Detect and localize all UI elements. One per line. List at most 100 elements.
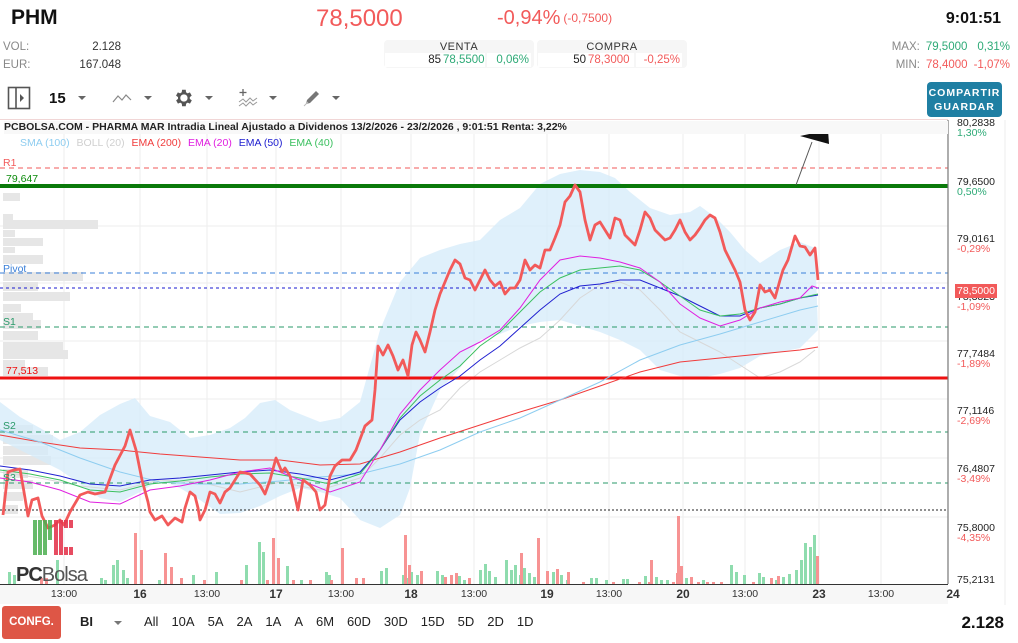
ask-title: VENTA bbox=[439, 41, 479, 53]
chevron-down-icon bbox=[332, 96, 340, 100]
x-tick: 13:00 bbox=[327, 588, 355, 600]
volume-stat: VOL: 2.128 bbox=[3, 41, 121, 53]
save-label: GUARDAR bbox=[934, 101, 995, 113]
range-type-select[interactable]: BI bbox=[80, 614, 93, 629]
x-tick: 20 bbox=[676, 587, 690, 601]
ask-price: 78,5500 bbox=[441, 53, 485, 67]
x-tick: 13:00 bbox=[460, 588, 488, 600]
toolbar-divider bbox=[0, 119, 948, 120]
watermark-bolsa: Bolsa bbox=[41, 564, 88, 586]
low-pct: -1,07% bbox=[973, 59, 1010, 71]
chart-type-dropdown[interactable] bbox=[112, 84, 152, 112]
indicators-dropdown[interactable] bbox=[238, 84, 277, 112]
chevron-down-icon bbox=[77, 96, 86, 100]
period-a[interactable]: A bbox=[294, 614, 303, 629]
current-price-tag: 78,5000 bbox=[955, 284, 997, 298]
volume-label: VOL: bbox=[3, 41, 30, 53]
s1-label: S1 bbox=[3, 316, 16, 328]
period-10a[interactable]: 10A bbox=[171, 614, 195, 629]
pcbolsa-logo bbox=[33, 520, 73, 555]
x-tick: 24 bbox=[946, 587, 960, 601]
x-tick: 16 bbox=[133, 587, 147, 601]
chevron-down-icon[interactable] bbox=[114, 621, 122, 625]
last-price: 78,5000 bbox=[316, 5, 403, 32]
legend-ema200[interactable]: EMA (200) bbox=[131, 137, 182, 149]
turnover-stat: EUR: 167.048 bbox=[3, 59, 121, 71]
line-chart-icon bbox=[112, 94, 132, 103]
chevron-down-icon bbox=[205, 96, 213, 100]
y-label-4: 77,7484 -1,89% bbox=[957, 348, 995, 370]
share-label: COMPARTIR bbox=[928, 87, 1001, 99]
ema20-line bbox=[0, 255, 819, 505]
sidebar-toggle-icon bbox=[7, 86, 31, 110]
high-pct: 0,31% bbox=[977, 41, 1010, 53]
bid-qty: 50 bbox=[538, 53, 588, 67]
low-label: MIN: bbox=[895, 59, 920, 71]
resistance-label: 79,647 bbox=[6, 173, 39, 185]
volume-readout: 2.128 bbox=[961, 613, 1004, 632]
x-tick: 13:00 bbox=[731, 588, 759, 600]
period-2a[interactable]: 2A bbox=[236, 614, 253, 629]
ema50-line bbox=[0, 279, 819, 487]
high-label: MAX: bbox=[891, 41, 920, 53]
y-label-5: 77,1146 -2,69% bbox=[957, 405, 995, 427]
period-2d[interactable]: 2D bbox=[487, 614, 504, 629]
ask-box: VENTA 85 78,5500 0,06% bbox=[384, 40, 534, 68]
watermark-pc: PC bbox=[16, 564, 43, 586]
x-tick: 13:00 bbox=[193, 588, 221, 600]
watermark-text: PCBolsa bbox=[16, 564, 88, 587]
trend-arrow-line bbox=[795, 141, 813, 186]
period-60d[interactable]: 60D bbox=[347, 614, 371, 629]
legend-ema50[interactable]: EMA (50) bbox=[238, 137, 283, 149]
ema200-line bbox=[0, 346, 819, 466]
price-change: -0,94% (-0,7500) bbox=[497, 7, 612, 30]
pencil-icon bbox=[303, 91, 319, 107]
gear-icon bbox=[176, 89, 192, 107]
day-low: MIN: 78,4000 -1,07% bbox=[890, 59, 1010, 71]
chevron-down-icon bbox=[269, 96, 277, 100]
period-selector: All 10A 5A 2A 1A A 6M 60D 30D 15D 5D 2D … bbox=[144, 614, 547, 629]
chevron-down-icon bbox=[144, 96, 152, 100]
indicator-legend: SMA (100) BOLL (20) EMA (200) EMA (20) E… bbox=[20, 137, 337, 149]
period-1d[interactable]: 1D bbox=[516, 614, 534, 629]
period-6m[interactable]: 6M bbox=[315, 614, 335, 629]
period-15d[interactable]: 15D bbox=[420, 614, 445, 629]
y-label-0: 80,2838 1,30% bbox=[957, 117, 995, 139]
x-tick: 13:00 bbox=[867, 588, 895, 600]
s2-label: S2 bbox=[3, 420, 16, 432]
config-button[interactable]: CONFG. bbox=[2, 606, 61, 639]
price-chart[interactable]: PCBOLSA.COM - PHARMA MAR Intradia Lineal… bbox=[0, 117, 1018, 605]
low-value: 78,4000 bbox=[925, 59, 968, 71]
bollinger-band bbox=[0, 170, 818, 528]
period-all[interactable]: All bbox=[144, 614, 159, 629]
chart-canvas[interactable] bbox=[0, 120, 1018, 605]
settings-dropdown[interactable] bbox=[172, 84, 213, 112]
high-value: 79,5000 bbox=[925, 41, 968, 53]
s3-label: S3 bbox=[3, 472, 16, 484]
volume-bars bbox=[8, 516, 819, 584]
legend-ema40[interactable]: EMA (40) bbox=[289, 137, 334, 149]
period-30d[interactable]: 30D bbox=[383, 614, 408, 629]
y-label-6: 76,4807 -3,49% bbox=[957, 463, 995, 485]
bottom-bar: CONFG. BI All 10A 5A 2A 1A A 6M 60D 30D … bbox=[0, 605, 1018, 643]
x-tick: 23 bbox=[812, 587, 826, 601]
interval-dropdown[interactable]: 15 bbox=[49, 84, 86, 112]
bid-title: COMPRA bbox=[586, 41, 638, 53]
drawing-dropdown[interactable] bbox=[303, 84, 340, 112]
add-indicator-icon bbox=[238, 89, 258, 107]
period-5a[interactable]: 5A bbox=[207, 614, 224, 629]
chart-title: PCBOLSA.COM - PHARMA MAR Intradia Lineal… bbox=[4, 121, 948, 134]
x-tick: 17 bbox=[269, 587, 283, 601]
period-5d[interactable]: 5D bbox=[457, 614, 475, 629]
share-save-button[interactable]: COMPARTIR GUARDAR bbox=[927, 82, 1002, 117]
period-1a[interactable]: 1A bbox=[265, 614, 282, 629]
legend-ema20[interactable]: EMA (20) bbox=[188, 137, 232, 149]
day-high: MAX: 79,5000 0,31% bbox=[886, 41, 1010, 53]
sidebar-toggle-button[interactable] bbox=[7, 84, 31, 112]
ticker-symbol: PHM bbox=[11, 6, 58, 29]
legend-sma100[interactable]: SMA (100) bbox=[20, 137, 70, 149]
r1-label: R1 bbox=[3, 157, 17, 169]
volume-value: 2.128 bbox=[92, 41, 121, 53]
ema40-line bbox=[0, 265, 819, 493]
legend-boll20[interactable]: BOLL (20) bbox=[76, 137, 125, 149]
